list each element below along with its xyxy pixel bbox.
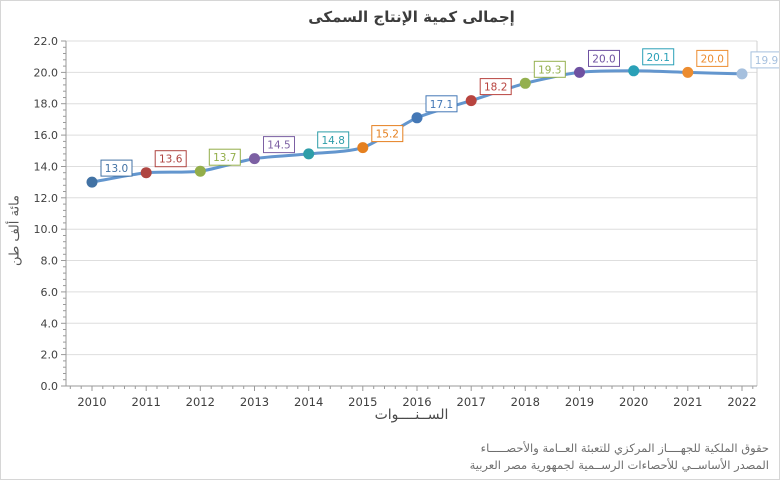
data-label-box bbox=[533, 60, 566, 78]
data-label-box bbox=[263, 136, 295, 154]
data-point bbox=[357, 142, 369, 154]
data-label: 14.5 bbox=[267, 140, 290, 152]
footer-line-2: المصدر الأساســي للأحصاءات الرســمية لجم… bbox=[469, 458, 769, 472]
x-tick-label: 2015 bbox=[348, 395, 377, 409]
data-label-box bbox=[154, 150, 187, 168]
data-label-box bbox=[642, 48, 675, 66]
data-point bbox=[140, 167, 152, 179]
data-label-box bbox=[588, 49, 620, 67]
data-point bbox=[303, 148, 315, 160]
x-tick-label: 2022 bbox=[727, 395, 756, 409]
data-point bbox=[682, 66, 694, 78]
data-point bbox=[574, 66, 585, 78]
data-label: 13.7 bbox=[213, 152, 236, 164]
data-label-box bbox=[208, 148, 241, 166]
y-axis-title: مائة ألف طن bbox=[7, 194, 23, 267]
data-label-box bbox=[479, 78, 512, 96]
data-point bbox=[628, 65, 640, 77]
data-label-box bbox=[750, 51, 779, 69]
x-tick-label: 2019 bbox=[565, 395, 594, 409]
x-tick-label: 2010 bbox=[77, 395, 106, 409]
y-tick-label: 14.0 bbox=[34, 161, 59, 174]
y-tick-label: 22.0 bbox=[34, 35, 59, 48]
y-tick-label: 0.0 bbox=[41, 380, 59, 393]
data-point bbox=[465, 95, 477, 107]
data-label: 13.0 bbox=[105, 163, 128, 175]
data-label: 19.3 bbox=[538, 64, 561, 76]
x-tick-label: 2014 bbox=[294, 395, 323, 409]
x-tick-label: 2017 bbox=[457, 395, 486, 409]
series-line bbox=[90, 69, 744, 184]
data-label: 14.8 bbox=[322, 135, 345, 147]
y-tick-label: 4.0 bbox=[41, 317, 59, 330]
y-tick-label: 18.0 bbox=[34, 98, 59, 111]
chart-title: إجمالى كمية الإنتاج السمكى bbox=[308, 8, 515, 26]
data-point bbox=[249, 153, 260, 165]
data-point bbox=[736, 68, 748, 80]
data-point bbox=[411, 112, 423, 124]
data-point bbox=[86, 176, 98, 188]
x-tick-label: 2016 bbox=[402, 395, 431, 409]
data-label: 20.0 bbox=[701, 53, 724, 65]
data-label-box bbox=[100, 159, 133, 177]
footer-line-1: حقوق الملكية للجهــــاز المركزي للتعبئة … bbox=[480, 441, 769, 455]
x-tick-label: 2011 bbox=[132, 395, 161, 409]
data-point bbox=[194, 165, 206, 177]
data-label-box bbox=[425, 95, 458, 113]
y-tick-label: 16.0 bbox=[34, 129, 59, 142]
y-tick-label: 20.0 bbox=[34, 66, 59, 79]
data-label: 19.9 bbox=[755, 55, 778, 67]
y-tick-label: 2.0 bbox=[41, 349, 59, 362]
x-tick-label: 2013 bbox=[240, 395, 269, 409]
y-tick-label: 12.0 bbox=[34, 192, 59, 205]
data-label-box bbox=[696, 49, 729, 67]
data-label: 17.1 bbox=[430, 99, 453, 111]
data-label: 18.2 bbox=[484, 82, 507, 94]
data-label: 20.0 bbox=[592, 53, 615, 65]
x-tick-label: 2012 bbox=[186, 395, 215, 409]
x-tick-label: 2018 bbox=[511, 395, 540, 409]
y-tick-label: 8.0 bbox=[41, 255, 59, 268]
x-tick-label: 2020 bbox=[619, 395, 648, 409]
data-label-box bbox=[317, 131, 350, 149]
data-point bbox=[519, 77, 531, 89]
data-label: 20.1 bbox=[647, 52, 670, 64]
x-tick-label: 2021 bbox=[673, 395, 702, 409]
x-axis-title: الســنــــوات bbox=[374, 407, 449, 423]
copyright-footer: حقوق الملكية للجهــــاز المركزي للتعبئة … bbox=[470, 440, 769, 474]
y-tick-label: 10.0 bbox=[34, 223, 59, 236]
data-label: 13.6 bbox=[159, 154, 183, 166]
data-label-box bbox=[371, 125, 404, 143]
y-tick-label: 6.0 bbox=[41, 286, 59, 299]
data-label: 15.2 bbox=[376, 129, 399, 141]
